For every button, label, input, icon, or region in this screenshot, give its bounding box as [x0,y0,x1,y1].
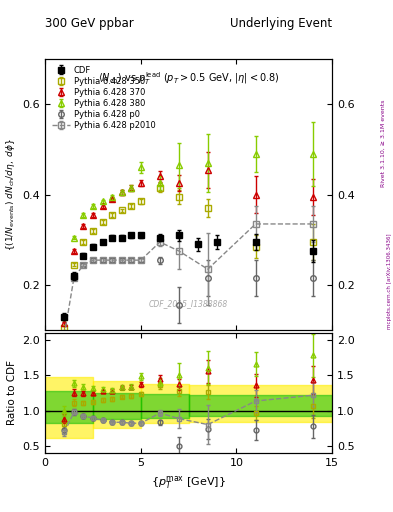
Legend: CDF, Pythia 6.428 350, Pythia 6.428 370, Pythia 6.428 380, Pythia 6.428 p0, Pyth: CDF, Pythia 6.428 350, Pythia 6.428 370,… [50,63,158,133]
X-axis label: $\{p_T^{\rm max}\ [\mathrm{GeV}]\}$: $\{p_T^{\rm max}\ [\mathrm{GeV}]\}$ [151,474,226,490]
Text: Underlying Event: Underlying Event [230,16,332,30]
Y-axis label: $\{(1/N_{\rm events})\ dN_{\rm ch}/d\eta,\ d\phi\}$: $\{(1/N_{\rm events})\ dN_{\rm ch}/d\eta… [4,138,17,251]
Text: $\langle N_{\rm ch}\rangle$ vs $p_T^{\rm lead}$ ($p_T > 0.5$ GeV, $|\eta| < 0.8$: $\langle N_{\rm ch}\rangle$ vs $p_T^{\rm… [98,70,279,87]
Text: mcplots.cern.ch [arXiv:1306.3436]: mcplots.cern.ch [arXiv:1306.3436] [387,234,392,329]
Text: Rivet 3.1.10, ≥ 3.1M events: Rivet 3.1.10, ≥ 3.1M events [381,100,386,187]
Text: 300 GeV ppbar: 300 GeV ppbar [45,16,134,30]
Y-axis label: Ratio to CDF: Ratio to CDF [7,360,17,425]
Text: CDF_2015_I1388868: CDF_2015_I1388868 [149,300,228,309]
